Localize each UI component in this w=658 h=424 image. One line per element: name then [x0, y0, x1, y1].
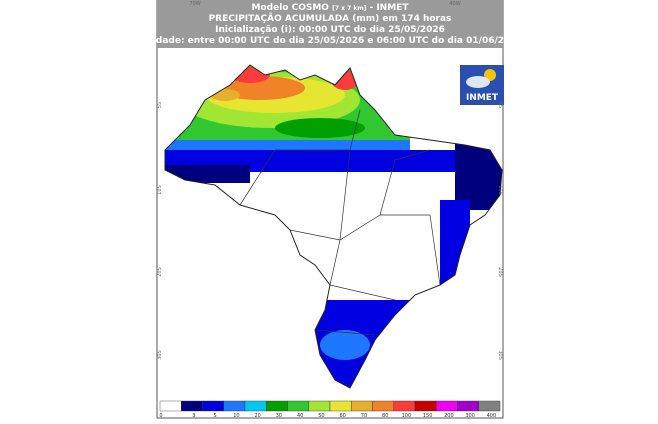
- colorbar-segment: [478, 400, 501, 412]
- colorbar-label: 0: [159, 413, 162, 419]
- colorbar-label: 100: [402, 413, 412, 419]
- institute: - INMET: [369, 3, 409, 13]
- colorbar-segment: [372, 400, 394, 412]
- state-borders: [239, 109, 441, 336]
- lat-label: 10S: [157, 185, 163, 195]
- colorbar-segment: [329, 400, 352, 412]
- colorbar-label: 200: [444, 413, 454, 419]
- colorbar-label: 50: [318, 413, 324, 419]
- colorbar-label: 5: [214, 413, 217, 419]
- header-validity: Validade: entre 00:00 UTC do dia 25/05/2…: [137, 36, 523, 46]
- colorbar-segment: [223, 400, 246, 412]
- colorbar-label: 40: [297, 413, 303, 419]
- colorbar-label: 3: [192, 413, 195, 419]
- colorbar-segment: [414, 400, 437, 412]
- colorbar-segment: [181, 400, 203, 412]
- country-outline: [164, 64, 503, 389]
- lat-label: 5S: [497, 102, 503, 108]
- lon-label: 40W: [449, 1, 460, 7]
- lon-label: 70W: [189, 1, 200, 7]
- colorbar-label: 150: [423, 413, 433, 419]
- colorbar-segment: [202, 400, 224, 412]
- header-band: [157, 0, 503, 48]
- colorbar-label: 300: [465, 413, 475, 419]
- colorbar-segment: [287, 400, 309, 412]
- logo-text: INMET: [466, 93, 499, 103]
- lat-label: 20S: [157, 267, 163, 277]
- colorbar-segment: [308, 400, 331, 412]
- lat-label: 20S: [497, 267, 503, 277]
- header-title: PRECIPITAÇÃO ACUMULADA (mm) em 174 horas: [209, 13, 452, 24]
- colorbar-segment: [393, 400, 416, 412]
- logo-sun: [484, 69, 496, 81]
- model: Modelo COSMO: [252, 3, 330, 13]
- lat-label: 30S: [157, 350, 163, 360]
- colorbar-label: 80: [382, 413, 388, 419]
- colorbar-label: 70: [361, 413, 367, 419]
- colorbar-label: 60: [339, 413, 345, 419]
- colorbar-segment: [244, 400, 267, 412]
- resolution: [7 x 7 km]: [332, 5, 366, 12]
- colorbar-segment: [266, 400, 288, 412]
- lat-label: 30S: [497, 350, 503, 360]
- colorbar-label: 400: [487, 413, 497, 419]
- colorbar-label: 30: [276, 413, 282, 419]
- colorbar-segment: [159, 400, 182, 412]
- colorbar-segment: [351, 400, 373, 412]
- colorbar-label: 10: [233, 413, 239, 419]
- colorbar-segment: [436, 400, 458, 412]
- logo-cloud: [466, 76, 490, 88]
- header-init: Inicialização (i): 00:00 UTC do dia 25/0…: [215, 25, 445, 35]
- lat-label: 5S: [157, 102, 163, 108]
- header-model-line: Modelo COSMO [7 x 7 km] - INMET: [252, 3, 410, 13]
- lat-label: 10S: [497, 185, 503, 195]
- colorbar-label: 20: [254, 413, 260, 419]
- colorbar-segment: [457, 400, 479, 412]
